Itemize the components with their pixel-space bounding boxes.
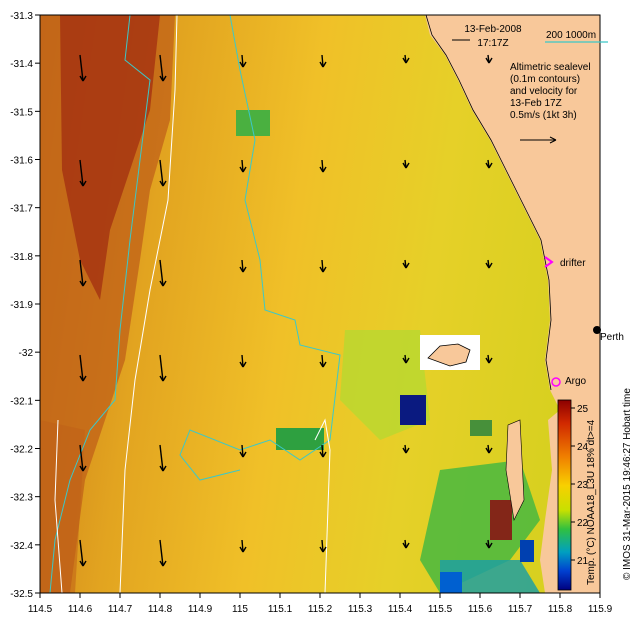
velocity-arrow [485,159,493,169]
info-line-3: and velocity for [510,86,578,97]
credit-label: © IMOS 31-Mar-2015 19:46:27 Hobart time [622,388,633,580]
velocity-arrow [239,354,247,368]
velocity-arrows [79,54,493,567]
velocity-arrow [159,159,167,187]
x-tick-label: 114.7 [108,604,133,615]
velocity-arrow [79,54,87,82]
x-tick-label: 115.9 [588,604,613,615]
argo-label: Argo [565,376,587,387]
x-tick-label: 115.3 [348,604,373,615]
x-tick-label: 115.2 [308,604,333,615]
velocity-arrow [485,539,493,549]
colorbar-tick-label: 23 [577,480,589,491]
y-axis: -31.3 -31.4 -31.5 -31.6 -31.7 -31.8 -31.9 -32 -3… [10,11,40,600]
velocity-arrow [239,539,247,553]
y-tick-label: -31.3 [10,11,33,22]
info-line-5: 0.5m/s (1kt 3h) [510,110,577,121]
x-tick-label: 115.1 [268,604,293,615]
velocity-arrow [319,159,327,173]
velocity-arrow [319,539,327,553]
x-tick-label: 114.9 [188,604,213,615]
x-tick-label: 115.8 [548,604,573,615]
colorbar-tick-label: 22 [577,518,589,529]
velocity-arrow [402,54,410,64]
velocity-arrow [402,159,410,169]
velocity-arrow [319,259,327,273]
velocity-arrow [159,539,167,567]
x-tick-label: 115.7 [508,604,533,615]
y-tick-label: -31.5 [10,107,33,118]
y-tick-label: -32 [19,348,34,359]
colorbar-tick-label: 24 [577,442,589,453]
time-label: 17:17Z [477,38,508,49]
sealevel-contours [54,15,331,593]
y-tick-label: -31.6 [10,156,33,167]
velocity-arrow [485,444,493,454]
info-line-2: (0.1m contours) [510,74,580,85]
velocity-arrow [239,444,247,458]
y-tick-label: -31.8 [10,252,33,263]
x-tick-label: 115.5 [428,604,453,615]
velocity-arrow [402,354,410,364]
y-tick-label: -32.5 [10,589,33,600]
velocity-arrow [79,159,87,187]
x-tick-label: 114.6 [68,604,93,615]
velocity-arrow [485,54,493,64]
velocity-arrow [402,539,410,549]
y-tick-label: -32.1 [10,396,33,407]
velocity-arrow [159,444,167,472]
x-axis: 114.5 114.6 114.7 114.8 114.9 115 115.1 115.2 11… [28,593,613,615]
argo-marker [551,377,561,387]
velocity-arrow [319,444,327,458]
velocity-arrow [239,259,247,273]
colorbar-tick-label: 25 [577,404,589,415]
velocity-arrow [239,159,247,173]
colorbar-caption: Temp. (°C) NOAA18_L3U 18% dt>=4 [586,419,597,585]
x-tick-label: 114.8 [148,604,173,615]
bathymetry-contours [49,15,341,593]
info-line-4: 13-Feb 17Z [510,98,562,109]
y-tick-label: -31.9 [10,300,33,311]
colorbar: 25 24 23 22 21 [557,399,589,591]
info-line-1: Altimetric sealevel [510,62,591,73]
velocity-arrow [239,54,247,68]
velocity-arrow [485,354,493,364]
velocity-arrow [485,259,493,269]
velocity-arrow [79,539,87,567]
velocity-arrow [159,354,167,382]
y-tick-label: -31.7 [10,204,33,215]
x-tick-label: 114.5 [28,604,53,615]
colorbar-tick-label: 21 [577,556,589,567]
x-tick-label: 115.6 [468,604,493,615]
velocity-arrow [402,259,410,269]
scale-label: 200 1000m [546,30,596,41]
velocity-arrow [402,444,410,454]
reference-velocity-arrow [520,136,557,144]
perth-marker [593,326,601,334]
y-tick-label: -32.4 [10,541,33,552]
y-tick-label: -31.4 [10,59,33,70]
x-tick-label: 115 [232,604,248,615]
y-tick-label: -32.2 [10,445,33,456]
date-label: 13-Feb-2008 [464,24,522,35]
velocity-arrow [159,259,167,287]
velocity-arrow [319,54,327,68]
velocity-arrow [319,354,327,368]
drifter-label: drifter [560,258,586,269]
y-tick-label: -32.3 [10,493,33,504]
velocity-arrow [79,354,87,382]
x-tick-label: 115.4 [388,604,413,615]
velocity-arrow [79,444,87,472]
perth-label: Perth [600,332,624,343]
velocity-arrow [159,54,167,82]
no-data-areas [420,335,480,370]
drifter-marker [544,256,554,268]
velocity-arrow [79,259,87,287]
